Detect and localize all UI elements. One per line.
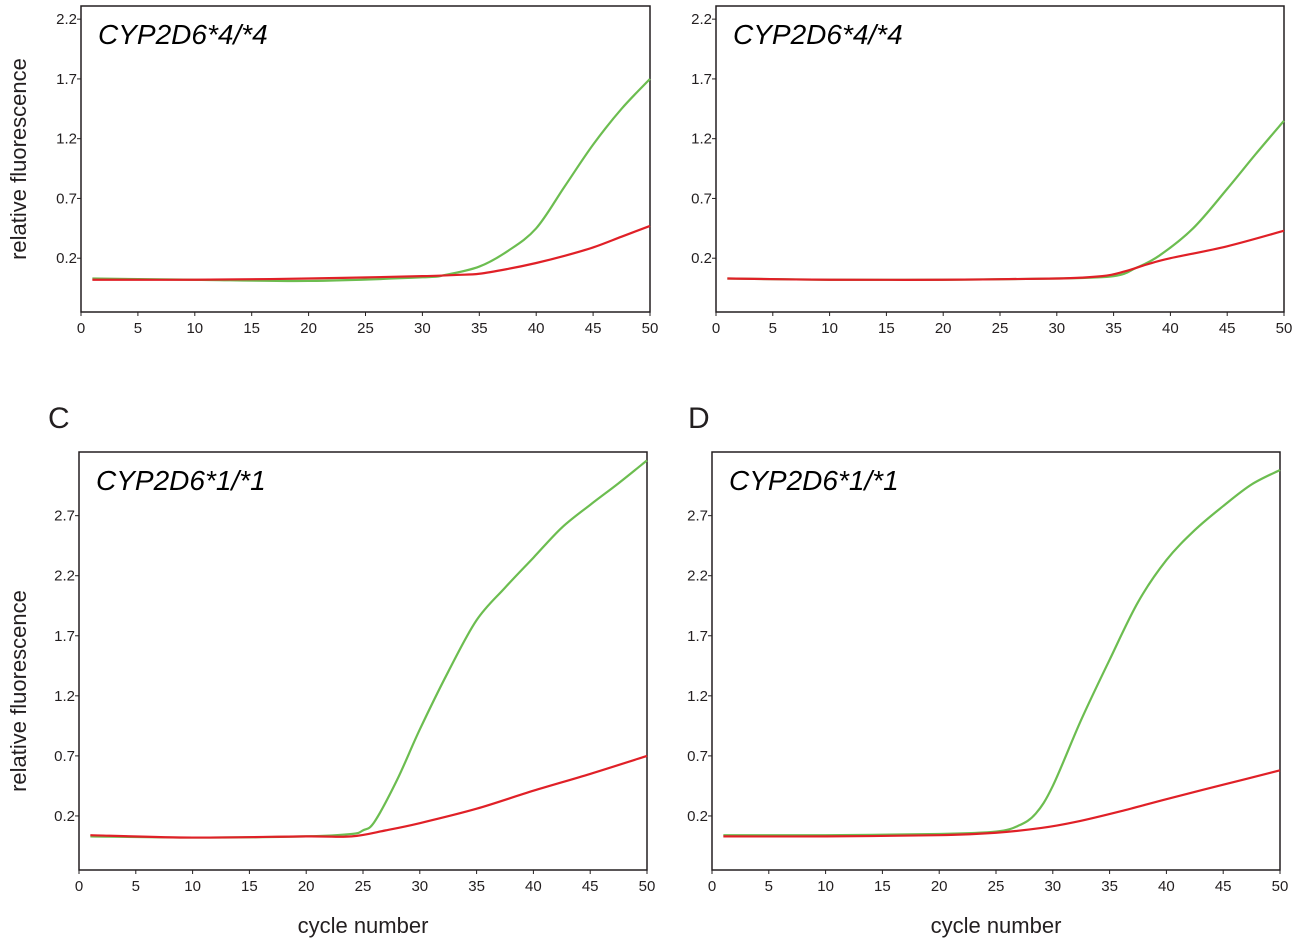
- y-tick-label: 0.2: [691, 250, 712, 267]
- x-tick-label: 45: [585, 320, 602, 337]
- x-tick-label: 5: [132, 878, 140, 895]
- x-tick-label: 40: [1158, 878, 1175, 895]
- panel-1: 0 5 10 15 20 25 30 35 40 45 50 0.2 0.7 1.2 1.7 2.2 CYP2D…: [6, 5, 659, 337]
- y-tick-label: 1.7: [687, 628, 708, 645]
- y-tick-label: 0.7: [56, 190, 77, 207]
- green-amplification-curve: [727, 120, 1285, 281]
- red-amplification-curve: [727, 229, 1285, 281]
- genotype-label: CYP2D6*1/*1: [729, 465, 899, 496]
- x-tick-label: 25: [992, 320, 1009, 337]
- y-tick-label: 2.2: [56, 11, 77, 28]
- x-tick-label: 5: [769, 320, 777, 337]
- red-amplification-curve: [92, 224, 651, 281]
- x-tick-label: 50: [1272, 878, 1289, 895]
- panel-4: 0 5 10 15 20 25 30 35 40 45 50 0.2 0.7 1.2 1.7 2.2 2.7 CY…: [687, 402, 1288, 938]
- x-tick-label: 5: [765, 878, 773, 895]
- green-amplification-curve: [723, 469, 1281, 837]
- x-tick-label: 25: [988, 878, 1005, 895]
- genotype-label: CYP2D6*4/*4: [733, 19, 903, 50]
- x-tick-label: 15: [241, 878, 258, 895]
- y-tick-label: 1.2: [56, 131, 77, 148]
- x-tick-label: 35: [1101, 878, 1118, 895]
- y-tick-label: 2.7: [54, 508, 75, 525]
- x-tick-label: 15: [243, 320, 260, 337]
- panel-letter: C: [48, 402, 70, 435]
- x-tick-label: 0: [708, 878, 716, 895]
- x-tick-label: 45: [1219, 320, 1236, 337]
- y-tick-label: 2.2: [54, 568, 75, 585]
- x-tick-label: 40: [1162, 320, 1179, 337]
- x-tick-label: 25: [355, 878, 372, 895]
- y-tick-label: 0.7: [54, 748, 75, 765]
- x-tick-label: 15: [878, 320, 895, 337]
- y-tick-label: 2.7: [687, 508, 708, 525]
- x-tick-label: 25: [357, 320, 374, 337]
- x-tick-label: 40: [528, 320, 545, 337]
- plot-frame: [80, 5, 651, 313]
- y-tick-label: 0.2: [687, 808, 708, 825]
- panel-letter: D: [688, 402, 710, 435]
- y-tick-label: 1.2: [687, 688, 708, 705]
- x-tick-label: 35: [468, 878, 485, 895]
- green-amplification-curve: [92, 78, 651, 283]
- y-tick-label: 2.2: [687, 568, 708, 585]
- x-tick-label: 50: [642, 320, 659, 337]
- y-tick-label: 0.2: [56, 250, 77, 267]
- red-amplification-curve: [723, 769, 1281, 838]
- plot-frame: [711, 451, 1281, 871]
- x-tick-label: 10: [817, 878, 834, 895]
- x-tick-label: 50: [639, 878, 656, 895]
- x-axis-title: cycle number: [298, 913, 429, 938]
- x-tick-label: 30: [414, 320, 431, 337]
- y-tick-label: 2.2: [691, 11, 712, 28]
- y-tick-label: 0.7: [687, 748, 708, 765]
- x-tick-label: 10: [186, 320, 203, 337]
- y-tick-label: 1.2: [54, 688, 75, 705]
- y-tick-label: 1.7: [691, 71, 712, 88]
- x-tick-label: 35: [471, 320, 488, 337]
- x-axis-title: cycle number: [931, 913, 1062, 938]
- x-tick-label: 0: [77, 320, 85, 337]
- x-tick-label: 20: [300, 320, 317, 337]
- y-axis-title: relative fluorescence: [6, 58, 31, 260]
- x-tick-label: 15: [874, 878, 891, 895]
- plot-frame: [715, 5, 1285, 313]
- x-tick-label: 20: [935, 320, 952, 337]
- x-tick-label: 30: [1044, 878, 1061, 895]
- plot-frame: [78, 451, 648, 871]
- x-tick-label: 0: [75, 878, 83, 895]
- x-tick-label: 10: [184, 878, 201, 895]
- y-tick-label: 0.7: [691, 190, 712, 207]
- x-tick-label: 40: [525, 878, 542, 895]
- x-tick-label: 20: [298, 878, 315, 895]
- x-tick-label: 10: [821, 320, 838, 337]
- y-tick-label: 1.7: [54, 628, 75, 645]
- y-tick-label: 1.7: [56, 71, 77, 88]
- x-tick-label: 30: [1048, 320, 1065, 337]
- genotype-label: CYP2D6*1/*1: [96, 465, 266, 496]
- x-tick-label: 45: [582, 878, 599, 895]
- x-tick-label: 0: [712, 320, 720, 337]
- panel-3: 0 5 10 15 20 25 30 35 40 45 50 0.2 0.7 1.2 1.7 2.2 2.7 CY…: [6, 402, 655, 938]
- x-tick-label: 35: [1105, 320, 1122, 337]
- y-tick-label: 1.2: [691, 131, 712, 148]
- x-tick-label: 5: [134, 320, 142, 337]
- x-tick-label: 45: [1215, 878, 1232, 895]
- genotype-label: CYP2D6*4/*4: [98, 19, 268, 50]
- red-amplification-curve: [90, 754, 648, 839]
- y-tick-label: 0.2: [54, 808, 75, 825]
- y-axis-title: relative fluorescence: [6, 590, 31, 792]
- x-tick-label: 20: [931, 878, 948, 895]
- x-tick-label: 30: [411, 878, 428, 895]
- panel-2: 0 5 10 15 20 25 30 35 40 45 50 0.2 0.7 1.2 1.7 2.2 CYP2D…: [691, 5, 1293, 337]
- x-tick-label: 50: [1276, 320, 1293, 337]
